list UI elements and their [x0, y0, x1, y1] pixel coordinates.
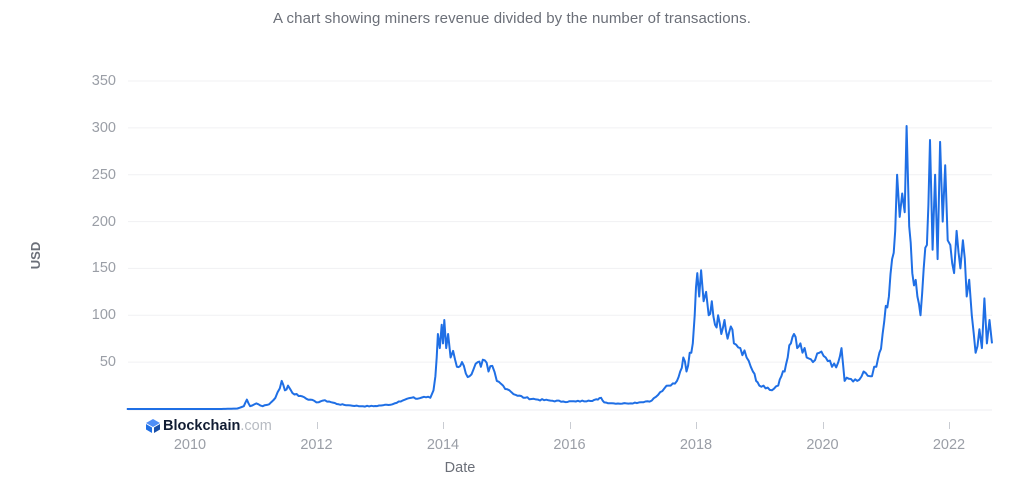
y-tick-label: 150	[91, 260, 116, 277]
brand-name: Blockchain	[163, 418, 241, 434]
x-tick-label: 2018	[679, 437, 713, 453]
blockchain-logo-icon	[146, 419, 160, 433]
brand-suffix: .com	[240, 418, 272, 434]
brand-watermark: Blockchain .com	[146, 418, 272, 434]
y-tick-label: 50	[99, 354, 116, 371]
series-line	[126, 125, 993, 410]
x-tick-label: 2016	[553, 437, 586, 453]
x-tick-label: 2020	[806, 437, 839, 453]
x-tick-label: 2022	[932, 437, 966, 453]
y-tick-label: 300	[91, 119, 116, 136]
x-tick-label: 2010	[173, 437, 207, 453]
x-tick-mark	[569, 422, 571, 429]
y-tick-label: 100	[91, 307, 116, 324]
y-axis-label: USD	[28, 241, 44, 270]
chart-title: A chart showing miners revenue divided b…	[273, 10, 751, 27]
x-tick-mark	[316, 422, 318, 429]
x-tick-label: 2014	[426, 437, 460, 453]
y-tick-label: 250	[91, 166, 116, 183]
y-tick-label: 350	[91, 73, 116, 89]
x-tick-mark	[443, 422, 444, 429]
y-tick-label: 200	[91, 213, 116, 230]
x-axis-label: Date	[444, 460, 476, 476]
x-tick-label: 2012	[300, 437, 333, 453]
x-tick-mark	[949, 422, 950, 429]
x-tick-mark	[822, 422, 824, 429]
x-tick-mark	[696, 422, 697, 429]
